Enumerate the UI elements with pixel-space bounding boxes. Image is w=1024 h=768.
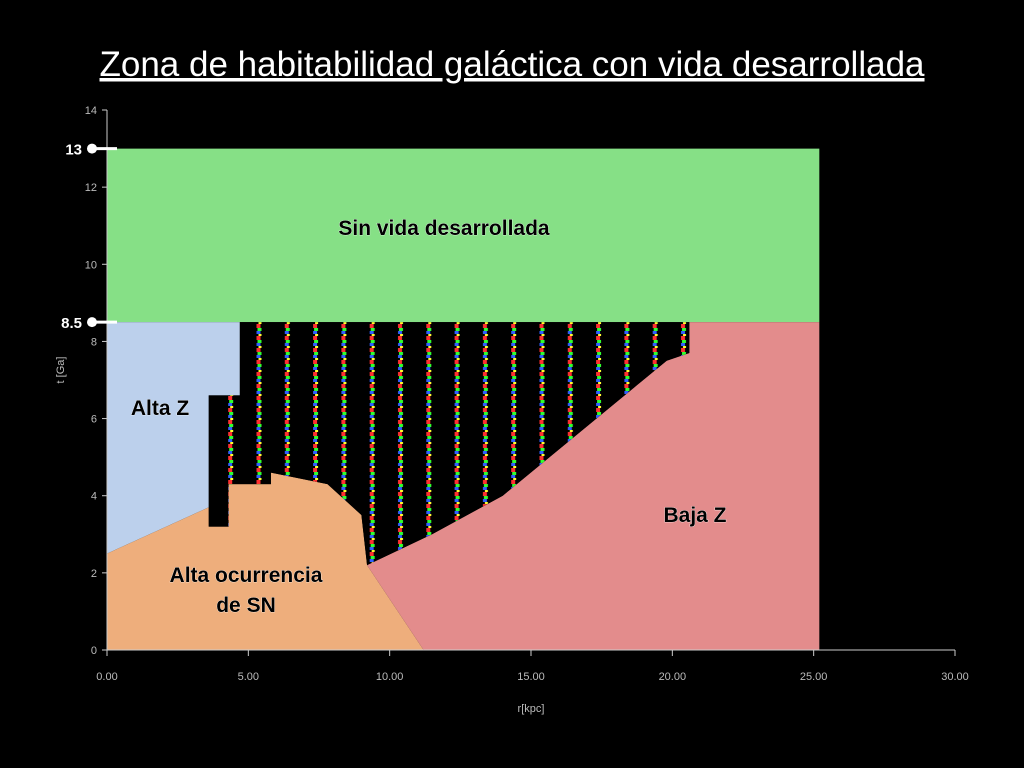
y-tick-label: 8 <box>91 336 97 348</box>
region <box>367 322 820 650</box>
region-texture <box>208 322 690 566</box>
x-tick-label: 0.00 <box>96 671 117 683</box>
x-tick-label: 20.00 <box>659 671 687 683</box>
y-tick-label: 6 <box>91 414 97 426</box>
region <box>107 472 424 650</box>
region-label-line: de SN <box>216 594 276 617</box>
x-tick-label: 25.00 <box>800 671 828 683</box>
y-tick-label: 12 <box>85 182 97 194</box>
y-axis-label: t [Ga] <box>55 357 67 384</box>
x-tick-label: 5.00 <box>238 671 259 683</box>
slide-title: Zona de habitabilidad galáctica con vida… <box>100 45 926 84</box>
y-tick-label: 2 <box>91 568 97 580</box>
x-tick-label: 15.00 <box>517 671 545 683</box>
y-tick-label: 10 <box>85 259 97 271</box>
marker-dot <box>87 317 97 328</box>
region-label: Alta ocurrencia de SN <box>170 564 323 617</box>
x-axis-label: r[kpc] <box>518 703 545 715</box>
region-label: Alta Z <box>131 397 190 420</box>
region-label: Sin vida desarrollada <box>338 217 550 240</box>
region-label-line: Sin vida desarrollada <box>338 217 550 240</box>
region <box>107 148 820 323</box>
marker-dot <box>87 143 97 154</box>
region-label-line: Alta Z <box>131 397 190 420</box>
region-label-line: Baja Z <box>663 504 726 527</box>
y-tick-label: 14 <box>85 105 97 117</box>
region <box>107 322 240 554</box>
y-tick-label: 0 <box>91 645 97 657</box>
marker-label: 13 <box>65 142 82 159</box>
y-tick-label: 4 <box>91 491 97 503</box>
x-tick-label: 30.00 <box>941 671 969 683</box>
region-label-line: Alta ocurrencia <box>170 564 323 587</box>
marker-label: 8.5 <box>61 315 82 332</box>
x-tick-label: 10.00 <box>376 671 404 683</box>
region-label: Baja Z <box>663 504 726 527</box>
